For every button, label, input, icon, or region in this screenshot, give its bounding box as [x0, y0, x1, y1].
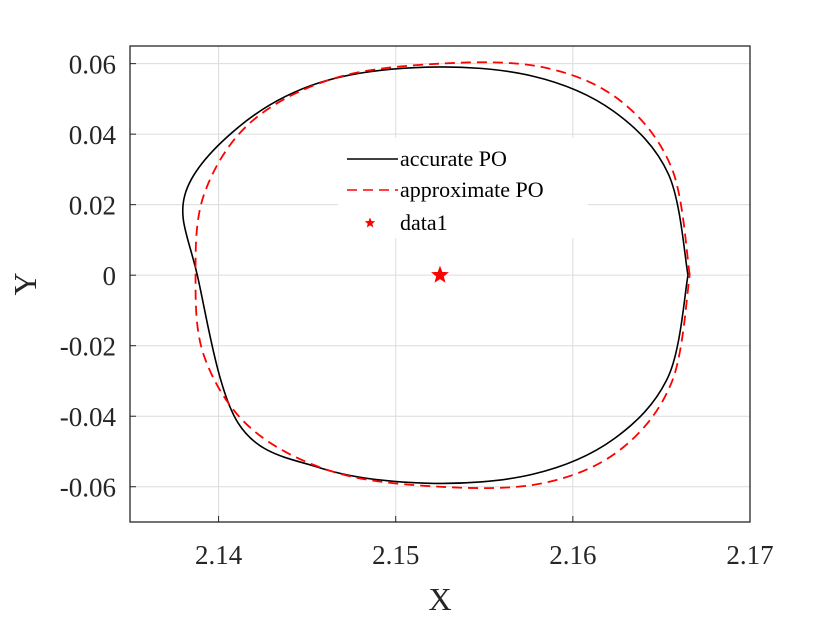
y-tick-label: 0.06	[69, 50, 116, 80]
y-tick-label: -0.06	[60, 473, 116, 503]
x-tick-label: 2.14	[195, 540, 243, 570]
legend-label: accurate PO	[400, 146, 507, 171]
y-axis-title: Y	[7, 272, 43, 295]
plot-lines	[181, 61, 691, 489]
grid	[130, 46, 751, 522]
y-tick-label: 0	[103, 261, 117, 291]
data-point-data1	[431, 265, 449, 283]
series-line-accurate-po	[181, 66, 689, 485]
y-tick-label: 0.02	[69, 191, 116, 221]
legend: accurate PO approximate PO data1	[338, 138, 588, 238]
series-line-approximate-po	[194, 61, 691, 489]
y-tick-label: -0.02	[60, 332, 116, 362]
axes-box	[129, 45, 751, 523]
legend-label: data1	[400, 210, 448, 235]
y-tick-label: 0.04	[69, 120, 117, 150]
x-tick-label: 2.16	[549, 540, 596, 570]
tick-labels: 2.14 2.15 2.16 2.17 -0.06 -0.04 -0.02 0 0.02 0.04…	[60, 50, 774, 570]
legend-box	[338, 138, 588, 238]
ticks	[130, 63, 751, 522]
legend-symbol-data1	[364, 217, 376, 228]
x-tick-label: 2.15	[372, 540, 419, 570]
legend-label: approximate PO	[400, 177, 544, 202]
x-axis-title: X	[428, 581, 451, 617]
y-tick-label: -0.04	[60, 402, 117, 432]
x-tick-label: 2.17	[726, 540, 773, 570]
